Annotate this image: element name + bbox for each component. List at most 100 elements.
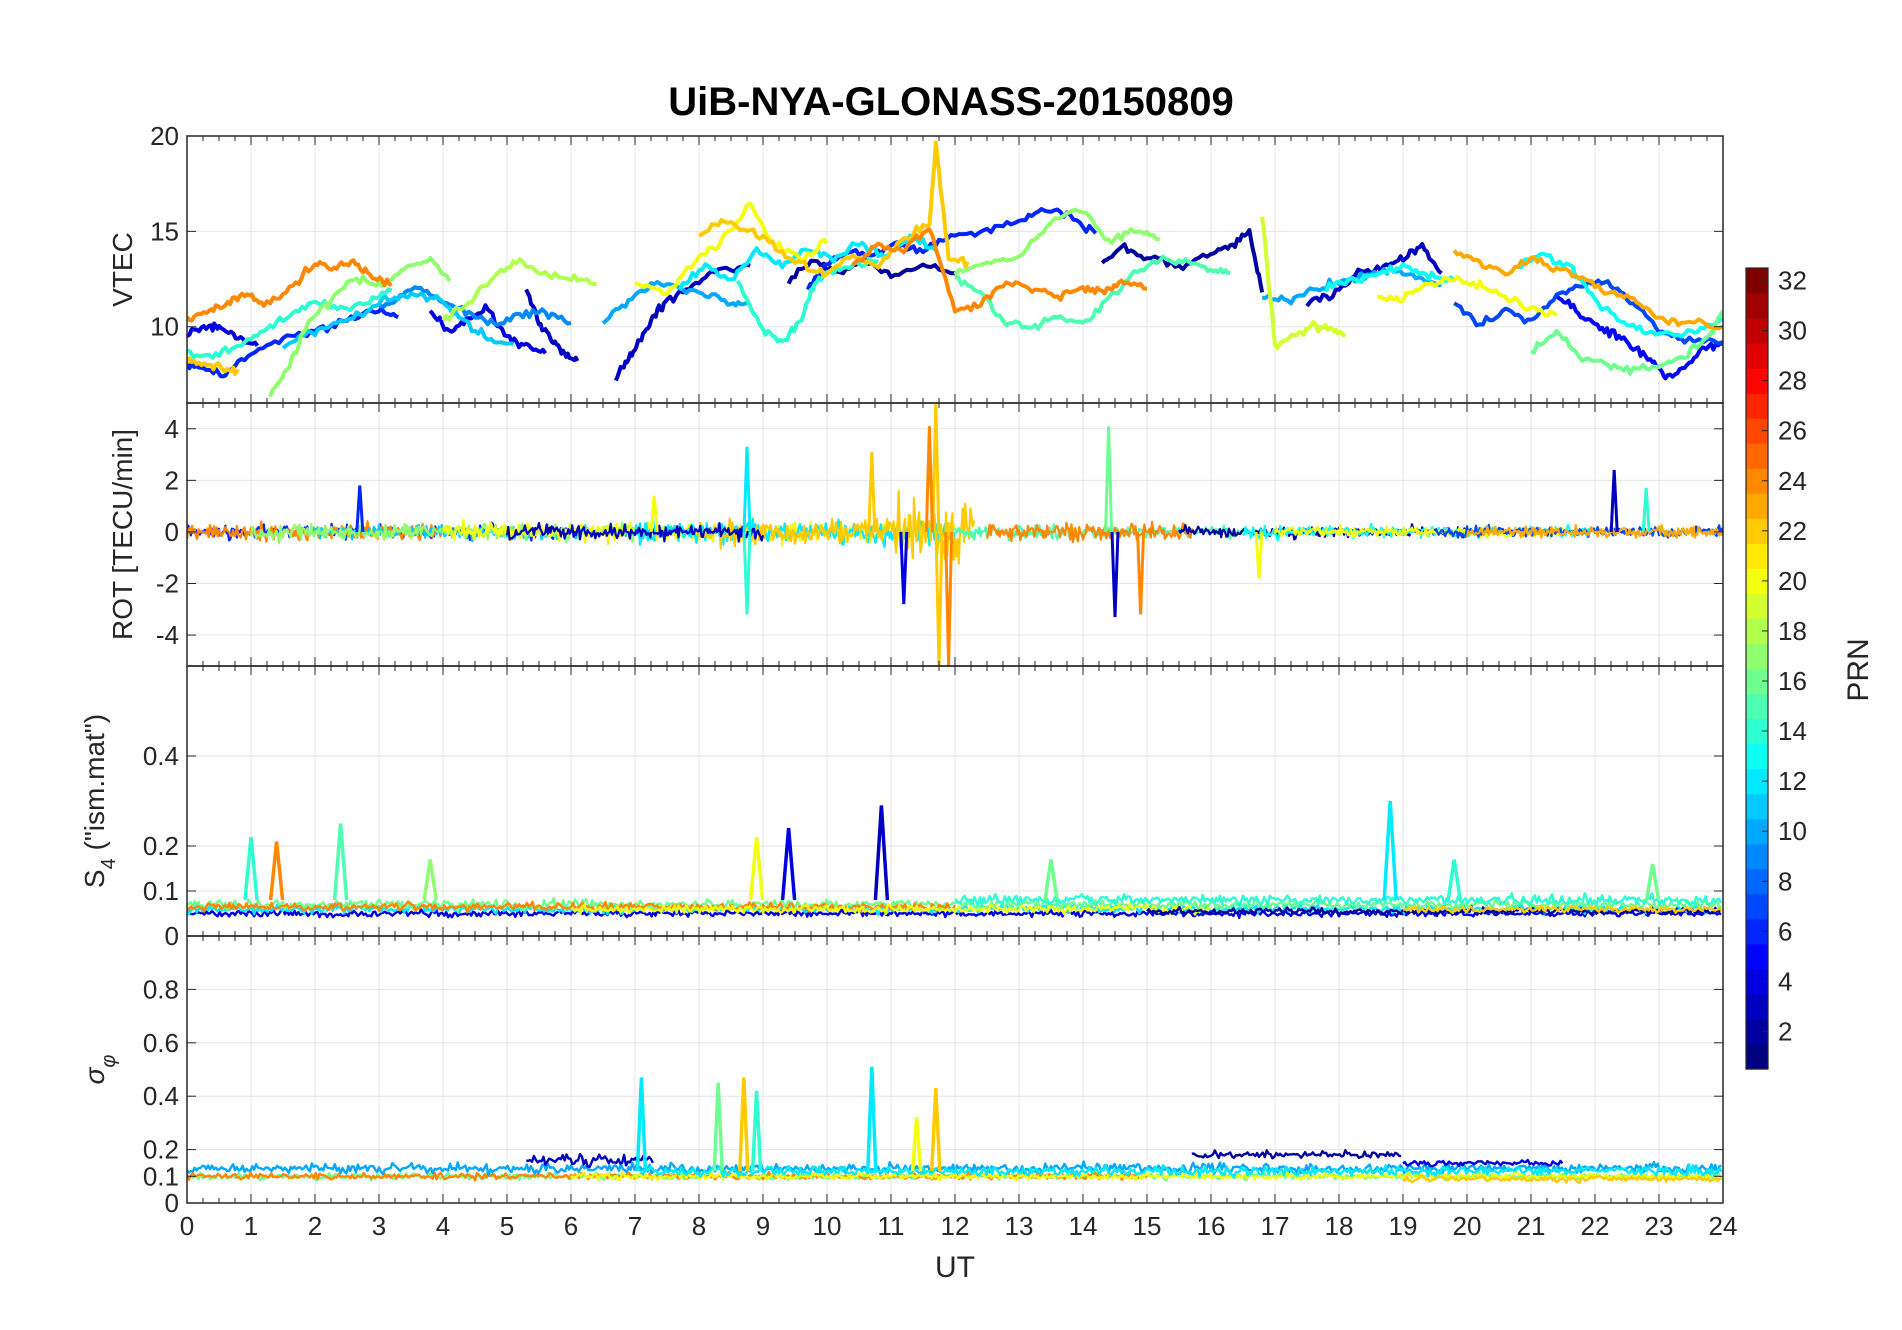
data-s4 (187, 800, 1723, 919)
x-tick-label: 14 (1069, 1211, 1098, 1241)
vtec-series-prn-24 (187, 258, 393, 323)
rot-noise-prn-3 (505, 522, 765, 543)
x-tick-label: 10 (813, 1211, 842, 1241)
vtec-series-prn-16 (1530, 309, 1723, 376)
rot-noise-prn-24 (985, 520, 1193, 544)
colorbar-tick-label: 30 (1778, 316, 1807, 346)
y-axis-label-rot: ROT [TECU/min] (107, 429, 138, 640)
s4-peak-prn-17 (422, 859, 438, 901)
rot-spike-prn-22 (867, 451, 877, 532)
data-sigma (187, 1066, 1723, 1184)
y-tick-label: 20 (150, 121, 179, 151)
x-tick-label: 17 (1261, 1211, 1290, 1241)
y-tick-label: 0.4 (143, 741, 179, 771)
colorbar-swatch (1746, 368, 1768, 394)
s4-peak-prn-20 (748, 836, 765, 901)
vtec-series-prn-22 (187, 356, 240, 377)
x-tick-label: 3 (372, 1211, 386, 1241)
vtec-series-prn-19 (1260, 216, 1347, 351)
x-tick-label: 5 (500, 1211, 514, 1241)
x-tick-label: 12 (941, 1211, 970, 1241)
rot-spike-prn-12 (742, 446, 752, 532)
s4-peak-prn-16 (1043, 859, 1059, 901)
data-vtec (187, 140, 1723, 398)
vtec-series-prn-18 (441, 257, 598, 322)
x-tick-label: 15 (1133, 1211, 1162, 1241)
y-tick-label: -4 (156, 620, 179, 650)
colorbar-tick-label: 6 (1778, 916, 1792, 946)
colorbar-swatch (1746, 268, 1768, 294)
colorbar-tick-label: 20 (1778, 566, 1807, 596)
s4-peak-prn-14 (1446, 859, 1462, 901)
y-tick-label: 0.6 (143, 1028, 179, 1058)
x-tick-label: 21 (1517, 1211, 1546, 1241)
y-axis-label-s4: S4 ("ism.mat") (79, 714, 120, 888)
sigma-peak-prn-22 (738, 1077, 750, 1172)
x-tick-label: 19 (1389, 1211, 1418, 1241)
rot-noise-prn-20 (441, 518, 956, 547)
colorbar-tick-label: 22 (1778, 516, 1807, 546)
colorbar-swatch (1746, 618, 1768, 645)
colorbar-swatch (1746, 768, 1768, 795)
chart-title: UiB-NYA-GLONASS-20150809 (668, 80, 1233, 124)
rot-spike-prn-3 (1609, 469, 1619, 532)
colorbar-tick-label: 28 (1778, 366, 1807, 396)
vtec-series-prn-9 (378, 285, 572, 327)
sigma-peak-prn-22 (930, 1088, 942, 1172)
vtec-series-prn-2 (1100, 228, 1265, 293)
s4-peak-prn-16 (1644, 863, 1661, 901)
y-tick-label: 0.8 (143, 974, 179, 1004)
rot-spike-prn-6 (355, 485, 365, 533)
rot-spike-prn-14 (1641, 487, 1651, 533)
s4-peak-prn-14 (243, 836, 259, 901)
colorbar-swatch (1746, 893, 1768, 920)
vtec-series-prn-3 (613, 262, 751, 382)
y-tick-label: 0.2 (143, 1135, 179, 1165)
s4-noise-prn-20 (570, 902, 1211, 916)
vtec-series-prn-15 (954, 254, 1231, 331)
data-rot (187, 403, 1723, 666)
colorbar-swatch (1746, 718, 1768, 745)
colorbar-tick-label: 8 (1778, 866, 1792, 896)
y-tick-label: 2 (165, 465, 179, 495)
s4-noise-prn-22 (1402, 904, 1723, 915)
x-tick-label: 9 (756, 1211, 770, 1241)
rot-spike-prn-22 (931, 403, 941, 532)
panel-vtec: 10 15 20 VTEC (107, 121, 1724, 404)
x-tick-label: 7 (628, 1211, 642, 1241)
colorbar-swatch (1746, 843, 1768, 870)
x-tick-label: 16 (1197, 1211, 1226, 1241)
colorbar-tick-label: 12 (1778, 766, 1807, 796)
colorbar-swatch (1746, 393, 1768, 419)
x-axis-label: UT (935, 1251, 975, 1284)
s4-peak-prn-4 (780, 827, 797, 901)
colorbar-swatch (1746, 593, 1768, 620)
vtec-series-prn-17 (268, 256, 452, 398)
colorbar-swatch (1746, 543, 1768, 569)
colorbar-tick-label: 10 (1778, 816, 1807, 846)
x-tick-label: 18 (1325, 1211, 1354, 1241)
sigma-noise-prn-20 (570, 1171, 1722, 1182)
x-tick-label: 11 (878, 1211, 905, 1241)
x-tick-label: 6 (564, 1211, 578, 1241)
colorbar-swatch (1746, 743, 1768, 770)
colorbar-swatch (1746, 943, 1768, 970)
vtec-series-prn-4 (428, 303, 548, 355)
vtec-series-prn-13 (1517, 251, 1723, 339)
colorbar-swatch (1746, 318, 1768, 344)
s4-noise-prn-14 (954, 892, 1723, 909)
x-tick-label: 1 (244, 1211, 258, 1241)
y-tick-label: 4 (165, 414, 179, 444)
x-tick-label: 4 (436, 1211, 450, 1241)
colorbar-swatch (1746, 1043, 1768, 1070)
sigma-noise-prn-3 (526, 1153, 654, 1169)
rot-spike-prn-20 (1254, 531, 1264, 579)
sigma-peak-prn-20 (910, 1117, 923, 1172)
colorbar-swatch (1746, 818, 1768, 845)
sigma-peak-prn-12 (866, 1066, 878, 1172)
vtec-series-prn-14 (735, 257, 879, 344)
